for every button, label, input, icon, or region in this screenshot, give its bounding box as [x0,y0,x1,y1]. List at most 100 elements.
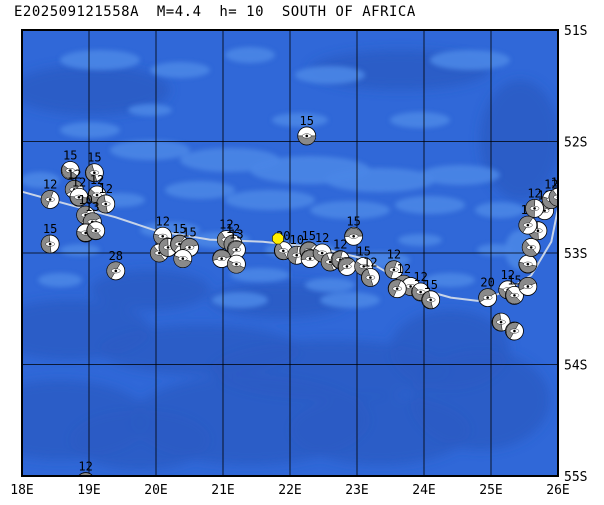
depth-label: 12 [72,175,86,189]
depth-label: 15 [63,148,77,162]
event-center-dot [526,285,530,288]
event-center-dot [533,207,536,210]
focal-mechanism-event[interactable]: 15 [84,151,104,183]
event-center-dot [295,253,299,257]
focal-mechanism-event[interactable] [518,277,538,296]
latitude-tick-label: 53S [564,247,587,262]
focal-mechanism-event[interactable]: 13 [82,200,102,232]
event-center-dot [352,234,355,238]
event-center-dot [529,246,533,249]
focal-mechanism-event[interactable]: 12 [548,175,567,207]
event-center-dot [77,195,81,199]
longitude-tick-label: 23E [345,483,368,498]
focal-mechanism-event[interactable]: 15 [180,225,199,257]
event-center-dot [114,269,118,273]
event-center-dot [282,249,285,253]
focal-mechanism-event[interactable] [518,254,538,274]
depth-label: 12 [90,173,104,187]
longitude-tick-label: 24E [412,483,435,498]
longitude-tick-label: 22E [278,483,301,498]
focal-mechanism-event[interactable]: 15 [60,148,80,180]
focal-mechanism-event[interactable] [212,249,232,268]
depth-label: 15 [87,151,101,165]
depth-label: 15 [507,273,521,287]
bathymetry-layer [22,47,558,470]
event-center-dot [166,246,170,249]
focal-mechanism-event[interactable] [505,321,524,341]
depth-label: 12 [501,268,515,282]
event-center-dot [499,320,503,324]
event-center-dot [526,223,530,227]
depth-label: 10 [289,233,303,247]
depth-label: 12 [219,218,233,232]
depth-label: 12 [99,182,113,196]
focal-mechanism-event[interactable] [521,238,541,257]
event-center-dot [178,242,181,246]
event-center-dot [543,209,546,212]
focal-mechanism-event[interactable]: 28 [106,249,126,281]
depth-label: 12 [544,177,558,191]
depth-label: 12 [397,262,411,276]
event-center-dot [158,251,161,255]
longitude-tick-label: 18E [10,483,33,498]
event-center-dot [235,262,238,266]
depth-label: 15 [423,278,437,292]
event-center-dot [486,296,489,299]
focal-mechanism-event[interactable] [387,279,407,299]
focal-mechanism-event[interactable]: 15 [40,222,60,254]
depth-label: 12 [551,175,565,189]
latitude-tick-labels: 51S 52S 53S 54S 55S [564,24,587,485]
compressional-quadrant [297,135,317,146]
focal-mechanism-event[interactable]: 12 [384,248,404,280]
focal-mechanism-event[interactable]: 12 [360,256,380,287]
depth-label: 13 [229,228,243,242]
nodal-plane-mark [553,194,558,200]
depth-label: 15 [172,222,186,236]
latitude-tick-label: 52S [564,136,587,151]
latitude-tick-label: 51S [564,24,587,39]
focal-mechanism-event[interactable] [86,221,106,241]
focal-mechanism-event[interactable]: 15 [297,114,317,146]
event-center-dot [235,248,238,251]
depth-label: 12 [315,231,329,245]
depth-label: 12 [413,270,427,284]
compressional-quadrant [344,227,363,237]
focal-mechanism-event[interactable] [491,312,511,332]
focal-mechanism-event[interactable]: 15 [421,278,441,310]
depth-label: 12 [226,222,240,236]
depth-label: 15 [43,222,57,236]
focal-mechanism-event[interactable] [173,249,193,268]
focal-mechanism-event[interactable]: 20 [478,276,498,308]
focal-mechanism-event[interactable] [226,254,246,274]
longitude-tick-label: 25E [479,483,502,498]
compressional-quadrant [83,212,101,227]
event-center-dot [161,234,164,238]
longitude-tick-label: 19E [77,483,100,498]
event-center-dot [526,262,530,266]
event-center-dot [362,265,366,268]
focal-mechanism-event[interactable]: 12 [96,182,116,214]
focal-mechanism-event[interactable] [337,256,357,276]
event-center-dot [419,290,422,294]
focal-mechanism-event[interactable]: 15 [170,222,189,254]
event-center-dot [513,329,516,333]
longitude-tick-label: 20E [144,483,167,498]
focal-mechanism-event[interactable]: 12 [525,186,544,218]
latitude-tick-label: 55S [564,470,587,485]
focal-mechanism-event[interactable] [158,238,178,257]
epicenter-marker[interactable] [272,232,284,245]
event-center-dot [93,171,96,175]
event-center-dot [95,193,99,197]
focal-mechanism-event[interactable]: 12 [40,177,60,209]
event-center-dot [94,229,97,232]
depth-label: 15 [300,114,314,128]
depth-label: 15 [182,225,196,239]
focal-mechanism-event[interactable]: 15 [344,214,364,246]
focal-mechanism-event[interactable]: 15 [505,273,524,305]
focal-mechanism-event[interactable]: 12 [69,175,89,207]
focal-mechanism-event[interactable]: 12 [64,167,84,199]
longitude-tick-label: 21E [211,483,234,498]
focal-mechanism-event[interactable]: 13 [226,228,246,260]
depth-label: 13 [85,200,99,214]
